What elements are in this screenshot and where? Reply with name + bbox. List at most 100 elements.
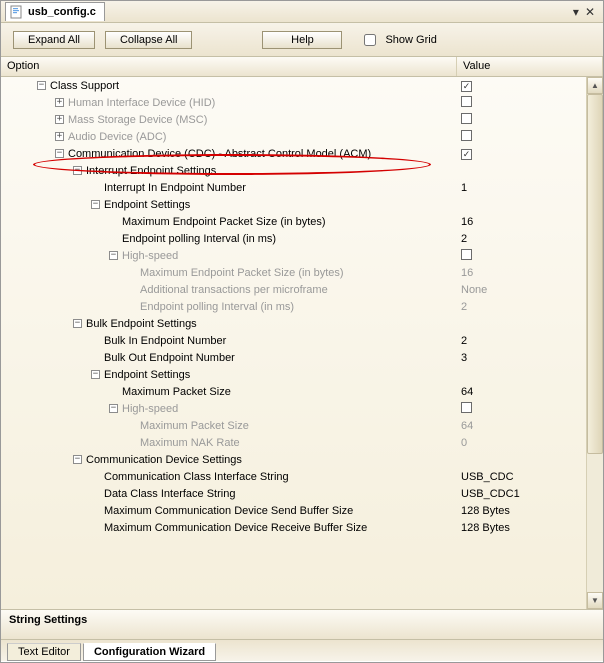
value-checkbox[interactable] <box>461 113 472 124</box>
tree-row[interactable]: −High-speed <box>1 400 586 417</box>
tree-row[interactable]: −Bulk Endpoint Settings <box>1 315 586 332</box>
value-text: 128 Bytes <box>461 505 510 517</box>
tree-area: −Class Support✓+Human Interface Device (… <box>1 77 603 609</box>
tree-row-value[interactable]: 128 Bytes <box>457 505 586 517</box>
value-text: 64 <box>461 386 473 398</box>
tree-row[interactable]: −Endpoint Settings <box>1 366 586 383</box>
expand-icon[interactable]: + <box>55 132 64 141</box>
tree-row[interactable]: Maximum Packet Size64 <box>1 383 586 400</box>
scrollbar[interactable]: ▲ ▼ <box>586 77 603 609</box>
tree-row-value[interactable]: 2 <box>457 335 586 347</box>
tree-row[interactable]: Maximum Endpoint Packet Size (in bytes)1… <box>1 264 586 281</box>
tree-row[interactable]: Endpoint polling Interval (in ms)2 <box>1 298 586 315</box>
tree-row[interactable]: Communication Class Interface String USB_… <box>1 468 586 485</box>
grid-header: Option Value <box>1 57 603 77</box>
tab-configuration-wizard[interactable]: Configuration Wizard <box>83 643 216 661</box>
tree-row-value[interactable]: None <box>457 284 586 296</box>
tree-row[interactable]: Maximum Communication Device Send Buffer… <box>1 502 586 519</box>
tree-row[interactable]: +Human Interface Device (HID) <box>1 94 586 111</box>
tree-row-value[interactable]: USB_CDC1 <box>457 488 586 500</box>
collapse-icon[interactable]: − <box>109 251 118 260</box>
tree-row-value[interactable]: 0 <box>457 437 586 449</box>
tree-row[interactable]: Maximum Communication Device Receive Buf… <box>1 519 586 536</box>
tree-row-label: Communication Class Interface String <box>104 471 289 483</box>
collapse-icon[interactable]: − <box>91 200 100 209</box>
tree-row[interactable]: Additional transactions per microframe No… <box>1 281 586 298</box>
tree-row[interactable]: −Interrupt Endpoint Settings <box>1 162 586 179</box>
collapse-icon[interactable]: − <box>109 404 118 413</box>
tree-row-value[interactable] <box>457 130 586 144</box>
value-checkbox[interactable] <box>461 130 472 141</box>
tab-text-editor[interactable]: Text Editor <box>7 643 81 661</box>
tab-menu-icon[interactable]: ▾ <box>573 5 579 19</box>
tree-row-value[interactable]: 16 <box>457 216 586 228</box>
column-option[interactable]: Option <box>1 57 457 76</box>
tree-row-label: Maximum Communication Device Receive Buf… <box>104 522 367 534</box>
tree-row-value[interactable]: 16 <box>457 267 586 279</box>
expand-icon[interactable]: + <box>55 98 64 107</box>
tree-row[interactable]: +Audio Device (ADC) <box>1 128 586 145</box>
collapse-icon[interactable]: − <box>55 149 64 158</box>
tree-row-value[interactable]: 64 <box>457 386 586 398</box>
collapse-all-button[interactable]: Collapse All <box>105 31 192 49</box>
value-checkbox[interactable]: ✓ <box>461 149 472 160</box>
tree-row-label: Bulk Out Endpoint Number <box>104 352 235 364</box>
tree-row-value[interactable] <box>457 96 586 110</box>
tree-row-value[interactable] <box>457 249 586 263</box>
value-checkbox[interactable] <box>461 249 472 260</box>
value-checkbox[interactable] <box>461 96 472 107</box>
tree-row[interactable]: Data Class Interface StringUSB_CDC1 <box>1 485 586 502</box>
tree-row[interactable]: −Communication Device (CDC) - Abstract C… <box>1 145 586 162</box>
tree-row-value[interactable]: ✓ <box>457 148 586 160</box>
tree-row-value[interactable]: 2 <box>457 301 586 313</box>
collapse-icon[interactable]: − <box>91 370 100 379</box>
tree-row[interactable]: −High-speed <box>1 247 586 264</box>
tree-row-value[interactable]: 1 <box>457 182 586 194</box>
tree-row-value[interactable]: 128 Bytes <box>457 522 586 534</box>
tree-row-value[interactable]: 64 <box>457 420 586 432</box>
section-footer-title: String Settings <box>9 614 87 626</box>
expand-all-button[interactable]: Expand All <box>13 31 95 49</box>
help-button[interactable]: Help <box>262 31 342 49</box>
tree-row-value[interactable] <box>457 113 586 127</box>
tree-row-value[interactable] <box>457 402 586 416</box>
tree-row[interactable]: +Mass Storage Device (MSC) <box>1 111 586 128</box>
show-grid-input[interactable] <box>364 34 376 46</box>
show-grid-checkbox[interactable]: Show Grid <box>360 31 436 49</box>
c-file-icon <box>10 5 24 19</box>
tree-row-value[interactable]: 2 <box>457 233 586 245</box>
tree-row[interactable]: Bulk Out Endpoint Number 3 <box>1 349 586 366</box>
value-checkbox[interactable] <box>461 402 472 413</box>
expand-icon[interactable]: + <box>55 115 64 124</box>
column-value[interactable]: Value <box>457 57 603 76</box>
scroll-up-icon[interactable]: ▲ <box>587 77 603 94</box>
scroll-down-icon[interactable]: ▼ <box>587 592 603 609</box>
value-text: USB_CDC <box>461 471 514 483</box>
value-checkbox[interactable]: ✓ <box>461 81 472 92</box>
tree-row-value[interactable]: USB_CDC <box>457 471 586 483</box>
tree-row-value[interactable]: ✓ <box>457 80 586 92</box>
collapse-icon[interactable]: − <box>37 81 46 90</box>
tree-row[interactable]: Endpoint polling Interval (in ms)2 <box>1 230 586 247</box>
tree-row[interactable]: Maximum Packet Size 64 <box>1 417 586 434</box>
collapse-icon[interactable]: − <box>73 319 82 328</box>
tree-row-value[interactable]: 3 <box>457 352 586 364</box>
scroll-thumb[interactable] <box>587 94 603 454</box>
tree-row-label: Maximum Packet Size <box>140 420 249 432</box>
tree-row[interactable]: −Endpoint Settings <box>1 196 586 213</box>
tree-row[interactable]: Maximum Endpoint Packet Size (in bytes) 1… <box>1 213 586 230</box>
close-tab-icon[interactable]: ✕ <box>585 5 595 19</box>
tree-row-label: Additional transactions per microframe <box>140 284 328 296</box>
tree-row[interactable]: −Class Support✓ <box>1 77 586 94</box>
tree-row[interactable]: Bulk In Endpoint Number2 <box>1 332 586 349</box>
file-tab[interactable]: usb_config.c <box>5 2 105 21</box>
tree-row[interactable]: Maximum NAK Rate0 <box>1 434 586 451</box>
tree-row-label: Maximum Communication Device Send Buffer… <box>104 505 353 517</box>
tree-row[interactable]: Interrupt In Endpoint Number1 <box>1 179 586 196</box>
collapse-icon[interactable]: − <box>73 166 82 175</box>
tree-row-label: Maximum Endpoint Packet Size (in bytes) <box>122 216 326 228</box>
scroll-track[interactable] <box>587 94 603 592</box>
tree-row[interactable]: −Communication Device Settings <box>1 451 586 468</box>
collapse-icon[interactable]: − <box>73 455 82 464</box>
tree-row-label: Endpoint Settings <box>104 369 190 381</box>
